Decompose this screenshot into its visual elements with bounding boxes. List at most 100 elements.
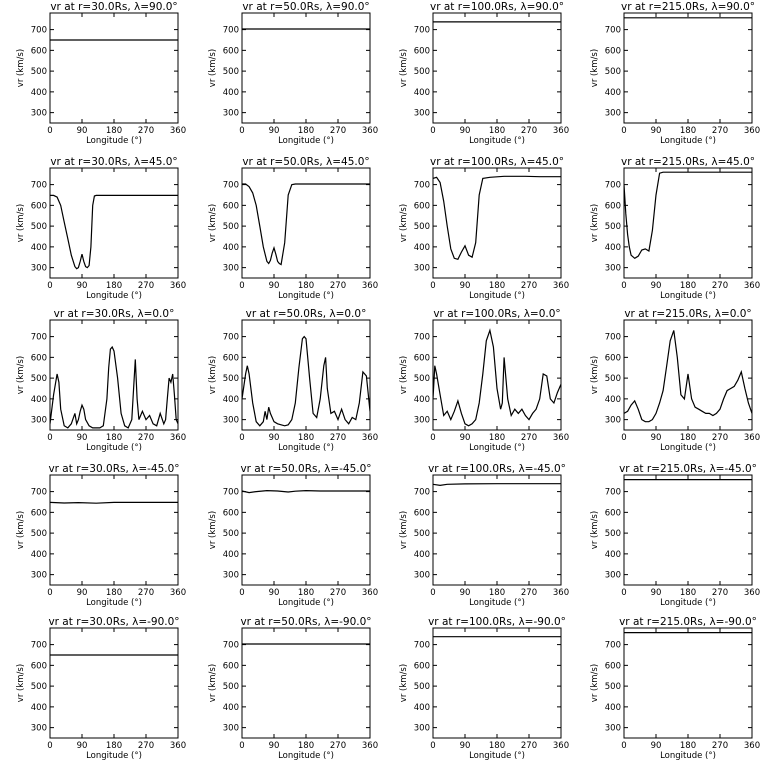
x-tick-label: 90 <box>269 126 280 136</box>
panel-title: vr at r=30.0Rs, λ=-45.0° <box>48 463 179 475</box>
plot-frame <box>49 319 179 431</box>
panel-7: vr at r=100.0Rs, λ=45.0° 0 90 180 270 360 300 4… <box>399 156 569 301</box>
x-tick-label: 270 <box>330 433 346 443</box>
x-tick-label: 270 <box>521 126 537 136</box>
y-tick-label: 500 <box>605 222 621 232</box>
y-tick-label: 600 <box>605 508 621 518</box>
y-axis-label: vr (km/s) <box>208 356 218 394</box>
x-axis-label: Longitude (°) <box>660 443 716 453</box>
x-tick-label: 270 <box>330 588 346 598</box>
x-tick-label: 360 <box>553 126 569 136</box>
panel-title: vr at r=100.0Rs, λ=45.0° <box>430 156 564 168</box>
x-tick-label: 180 <box>680 433 696 443</box>
y-tick-label: 300 <box>605 264 621 274</box>
y-tick-label: 600 <box>223 353 239 363</box>
y-tick-label: 500 <box>414 374 430 384</box>
x-tick-label: 180 <box>489 281 505 291</box>
x-tick-label: 270 <box>330 281 346 291</box>
y-tick-label: 700 <box>223 641 239 651</box>
y-tick-label: 500 <box>223 374 239 384</box>
series-line <box>433 175 561 261</box>
y-tick-label: 400 <box>414 395 430 405</box>
y-tick-label: 700 <box>31 488 47 498</box>
series-line <box>433 483 561 487</box>
y-tick-label: 400 <box>31 88 47 98</box>
x-tick-label: 0 <box>239 741 244 751</box>
plot-frame <box>49 167 179 279</box>
x-tick-label: 270 <box>712 588 728 598</box>
x-tick-label: 180 <box>298 433 314 443</box>
y-tick-label: 600 <box>31 508 47 518</box>
x-axis-label: Longitude (°) <box>469 598 525 608</box>
x-axis-label: Longitude (°) <box>278 751 334 761</box>
y-axis-label: vr (km/s) <box>399 204 409 242</box>
x-tick-label: 360 <box>744 588 760 598</box>
x-axis-label: Longitude (°) <box>469 751 525 761</box>
panel-title: vr at r=30.0Rs, λ=45.0° <box>50 156 177 168</box>
x-tick-label: 270 <box>521 588 537 598</box>
y-axis-label: vr (km/s) <box>590 511 600 549</box>
plot-frame <box>432 627 562 739</box>
y-tick-label: 300 <box>414 571 430 581</box>
y-tick-label: 600 <box>605 201 621 211</box>
y-tick-label: 500 <box>31 374 47 384</box>
y-tick-label: 600 <box>223 661 239 671</box>
y-tick-label: 500 <box>31 682 47 692</box>
x-tick-label: 360 <box>362 281 378 291</box>
panel-title: vr at r=215.0Rs, λ=45.0° <box>621 156 755 168</box>
x-tick-label: 180 <box>489 433 505 443</box>
x-axis-label: Longitude (°) <box>469 443 525 453</box>
y-tick-label: 300 <box>31 724 47 734</box>
x-tick-label: 90 <box>460 126 471 136</box>
x-tick-label: 360 <box>744 433 760 443</box>
x-tick-label: 0 <box>621 741 626 751</box>
x-tick-label: 180 <box>106 126 122 136</box>
x-axis-label: Longitude (°) <box>660 598 716 608</box>
panel-title: vr at r=30.0Rs, λ=90.0° <box>50 1 177 13</box>
y-tick-label: 600 <box>414 353 430 363</box>
panel-title: vr at r=215.0Rs, λ=-45.0° <box>619 463 757 475</box>
panel-title: vr at r=50.0Rs, λ=90.0° <box>242 1 369 13</box>
panel-17: vr at r=30.0Rs, λ=-90.0° 0 90 180 270 360 300 4… <box>16 616 186 761</box>
y-tick-label: 700 <box>223 181 239 191</box>
y-tick-label: 300 <box>223 264 239 274</box>
y-tick-label: 400 <box>31 243 47 253</box>
series-line <box>624 171 752 260</box>
plot-frame <box>241 319 371 431</box>
panel-title: vr at r=100.0Rs, λ=0.0° <box>433 308 560 320</box>
x-tick-label: 0 <box>47 433 52 443</box>
y-tick-label: 400 <box>605 88 621 98</box>
y-tick-label: 500 <box>605 529 621 539</box>
x-tick-label: 90 <box>460 433 471 443</box>
panel-3: vr at r=100.0Rs, λ=90.0° 0 90 180 270 360 300 4… <box>399 1 569 146</box>
y-tick-label: 400 <box>605 703 621 713</box>
y-tick-label: 700 <box>605 488 621 498</box>
y-tick-label: 700 <box>31 333 47 343</box>
y-axis-label: vr (km/s) <box>590 664 600 702</box>
y-tick-label: 400 <box>605 395 621 405</box>
y-tick-label: 300 <box>414 724 430 734</box>
panel-16: vr at r=215.0Rs, λ=-45.0° 0 90 180 270 360 300… <box>590 463 760 608</box>
y-tick-label: 500 <box>414 67 430 77</box>
x-tick-label: 270 <box>521 433 537 443</box>
panel-title: vr at r=215.0Rs, λ=-90.0° <box>619 616 757 628</box>
x-tick-label: 90 <box>269 433 280 443</box>
panel-13: vr at r=30.0Rs, λ=-45.0° 0 90 180 270 360 300 4… <box>16 463 186 608</box>
panel-title: vr at r=50.0Rs, λ=0.0° <box>246 308 367 320</box>
y-axis-label: vr (km/s) <box>208 664 218 702</box>
x-tick-label: 90 <box>651 126 662 136</box>
y-axis-label: vr (km/s) <box>399 511 409 549</box>
y-tick-label: 300 <box>31 571 47 581</box>
plot-frame <box>432 474 562 586</box>
x-axis-label: Longitude (°) <box>278 443 334 453</box>
y-tick-label: 600 <box>223 201 239 211</box>
y-tick-label: 700 <box>605 333 621 343</box>
x-tick-label: 360 <box>170 126 186 136</box>
plot-frame <box>623 12 753 124</box>
x-tick-label: 270 <box>138 126 154 136</box>
y-axis-label: vr (km/s) <box>16 664 26 702</box>
plot-frame <box>623 627 753 739</box>
series-line <box>242 183 370 266</box>
x-tick-label: 0 <box>239 126 244 136</box>
